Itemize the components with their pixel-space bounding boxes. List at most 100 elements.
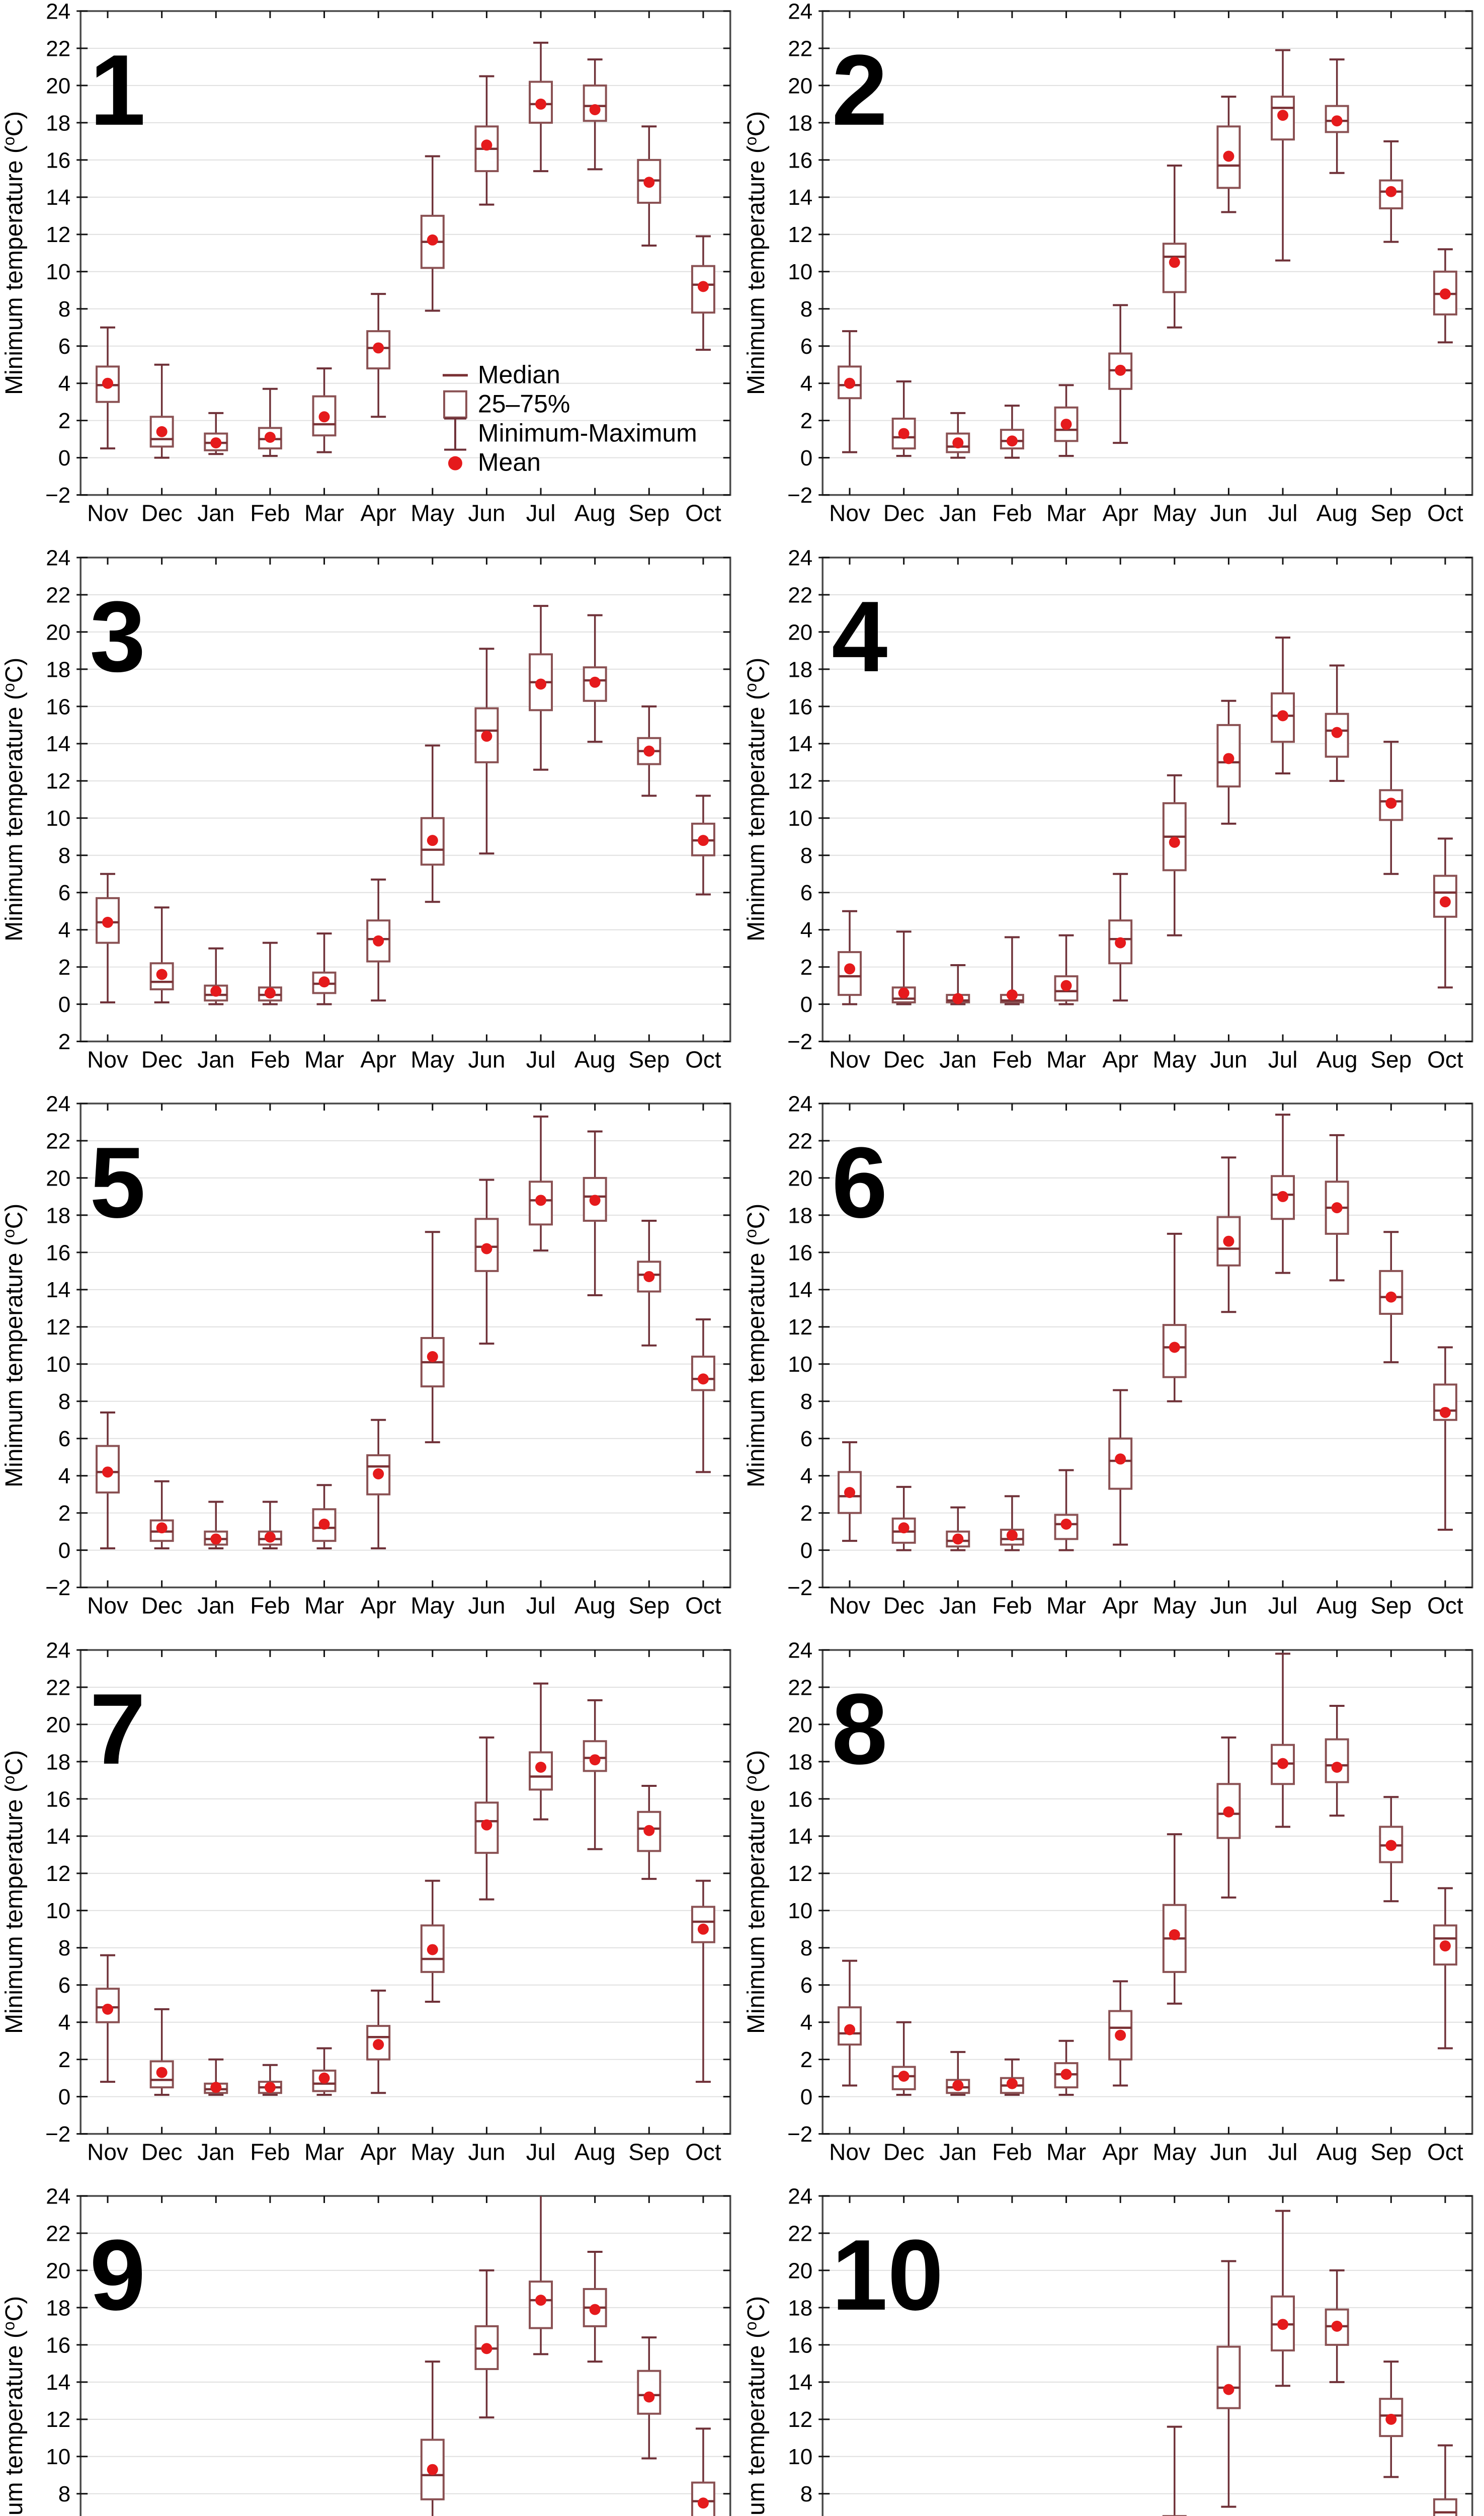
panel-background (742, 1092, 1484, 1639)
boxplot-aug (583, 58, 607, 171)
boxplot-oct (691, 2427, 715, 2516)
y-tick-label: 18 (788, 2296, 812, 2321)
boxplot-jan (204, 412, 228, 455)
boxplot-jan (204, 1501, 228, 1550)
panel-background (742, 546, 1484, 1093)
y-tick-label: 16 (46, 694, 70, 719)
y-tick-label: 10 (46, 806, 70, 831)
boxplot-jan (946, 412, 970, 459)
boxplot-mar (1054, 934, 1079, 1005)
y-tick-label: 20 (46, 1712, 70, 1737)
x-tick-label: Aug (574, 1046, 616, 1072)
panel-8: 24 22 20 18 16 14 12 10 8 6 4 2 0 −2 Nov Dec Jan Feb Mar Ap… (742, 1638, 1484, 2185)
x-tick-label: Mar (1046, 500, 1086, 526)
boxplot-sep (637, 1784, 662, 1880)
y-tick-label: 24 (788, 1092, 812, 1116)
y-tick-label: 18 (46, 111, 70, 135)
panel-10: 242220181614121086420−2NovDecJanFebMarAp… (742, 2185, 1484, 2516)
y-tick-label: 6 (800, 1427, 812, 1451)
boxplot-mar (1054, 1469, 1079, 1551)
y-tick-label: 14 (46, 732, 70, 756)
y-tick-label: 2 (58, 409, 70, 433)
y-tick-label: 10 (46, 1352, 70, 1377)
series-group (838, 636, 1457, 1005)
y-tick-label: 24 (788, 546, 812, 570)
x-tick-label: Jun (1210, 1593, 1247, 1619)
x-tick-label: Jun (1210, 500, 1247, 526)
y-tick-label: 8 (58, 297, 70, 322)
x-tick-label: Oct (685, 2139, 721, 2165)
y-tick-label: 20 (46, 2259, 70, 2284)
y-axis-title: Minimum temperature (oC) (742, 111, 770, 395)
y-tick-label: 8 (800, 843, 812, 868)
y-tick-label: 6 (58, 334, 70, 359)
x-tick-label: Jan (939, 2139, 976, 2165)
y-tick-label: 20 (46, 1166, 70, 1191)
x-tick-label: Oct (685, 500, 721, 526)
x-tick-label: May (1152, 1046, 1196, 1072)
x-tick-label: May (410, 1046, 454, 1072)
plot-frame (821, 2195, 1473, 2516)
boxplot-apr (366, 1989, 391, 2094)
panel-7: 24 22 20 18 16 14 12 10 8 6 4 2 0 −2 Nov Dec Jan Feb Mar Ap… (0, 1638, 742, 2185)
x-tick-label: Jul (1268, 1593, 1298, 1619)
plot-frame (821, 1649, 1473, 2135)
y-tick-label: 18 (46, 1203, 70, 1228)
x-tick-label: May (410, 1593, 454, 1619)
boxplot-apr (366, 1419, 391, 1550)
x-tick-label: Oct (685, 1046, 721, 1072)
y-axis-title: Minimum temperature (oC) (0, 1750, 28, 2033)
iqr-box-icon (443, 390, 467, 419)
x-tick-label: Dec (141, 500, 183, 526)
boxplot-oct (1433, 1887, 1457, 2050)
y-tick-label: 18 (788, 1203, 812, 1228)
legend-label: 25–75% (478, 390, 570, 418)
plot-frame (821, 1103, 1473, 1589)
x-tick-label: Apr (360, 1593, 396, 1619)
x-tick-label: Oct (1427, 500, 1463, 526)
y-tick-label: 18 (788, 111, 812, 135)
y-tick-label: 24 (46, 1639, 70, 1663)
y-tick-label: 18 (46, 657, 70, 682)
y-tick-label: 14 (46, 1278, 70, 1302)
x-tick-label: Apr (1102, 500, 1138, 526)
series-group (96, 604, 715, 1005)
x-tick-label: Oct (1427, 1593, 1463, 1619)
y-tick-label: 2 (800, 409, 812, 433)
boxplot-jul (1271, 49, 1295, 262)
y-tick-label: 24 (46, 2185, 70, 2209)
y-tick-label: 20 (46, 73, 70, 98)
x-tick-label: Nov (829, 1046, 870, 1072)
x-tick-label: Jul (1268, 1046, 1298, 1072)
boxplot-sep (1379, 1231, 1404, 1364)
y-tick-label: 22 (788, 2222, 812, 2246)
plot-frame (821, 10, 1473, 496)
x-tick-label: Jun (468, 1593, 505, 1619)
x-tick-label: Nov (829, 2139, 870, 2165)
boxplot-jan (946, 964, 970, 1005)
panel-background (742, 1638, 1484, 2185)
panel-4: 24 22 20 18 16 14 12 10 8 6 4 2 0 −2 Nov Dec Jan Feb Mar Ap… (742, 546, 1484, 1093)
x-tick-label: Mar (1046, 1593, 1086, 1619)
boxplot-feb (1000, 936, 1024, 1005)
y-tick-label: 18 (788, 657, 812, 682)
x-tick-label: Dec (883, 500, 925, 526)
boxplot-mar (312, 2047, 337, 2096)
y-tick-label: 24 (46, 0, 70, 24)
y-axis-title: Minimum temperature (oC) (742, 1750, 770, 2033)
x-tick-label: Mar (304, 2139, 344, 2165)
x-tick-label: Jan (939, 1593, 976, 1619)
x-tick-label: Jun (468, 500, 505, 526)
y-tick-label: 6 (800, 881, 812, 905)
boxplot-sep (1379, 740, 1404, 875)
x-tick-label: Jun (1210, 2139, 1247, 2165)
y-tick-label: 12 (46, 1861, 70, 1886)
y-tick-label: 0 (800, 2085, 812, 2109)
y-tick-label: −2 (45, 483, 70, 508)
x-tick-label: Jan (197, 500, 234, 526)
plot-frame (79, 1103, 731, 1589)
x-tick-label: Jul (526, 1046, 556, 1072)
boxplot-sep (637, 1220, 662, 1347)
y-tick-label: 24 (788, 1639, 812, 1663)
boxplot-dec (891, 2021, 916, 2096)
